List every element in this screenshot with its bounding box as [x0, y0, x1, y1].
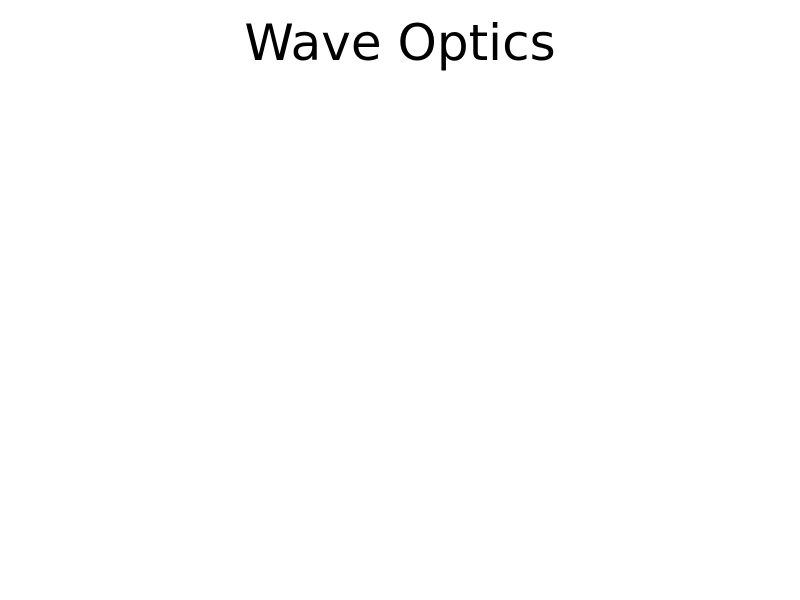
arrow	[56, 134, 100, 194]
red-wave	[40, 127, 760, 200]
blue-wave	[40, 307, 760, 381]
slide-title: Wave Optics	[244, 14, 556, 72]
grid-frame	[4, 91, 798, 525]
highlight-box	[329, 91, 439, 417]
baselines	[5, 196, 797, 489]
grid	[5, 92, 797, 524]
